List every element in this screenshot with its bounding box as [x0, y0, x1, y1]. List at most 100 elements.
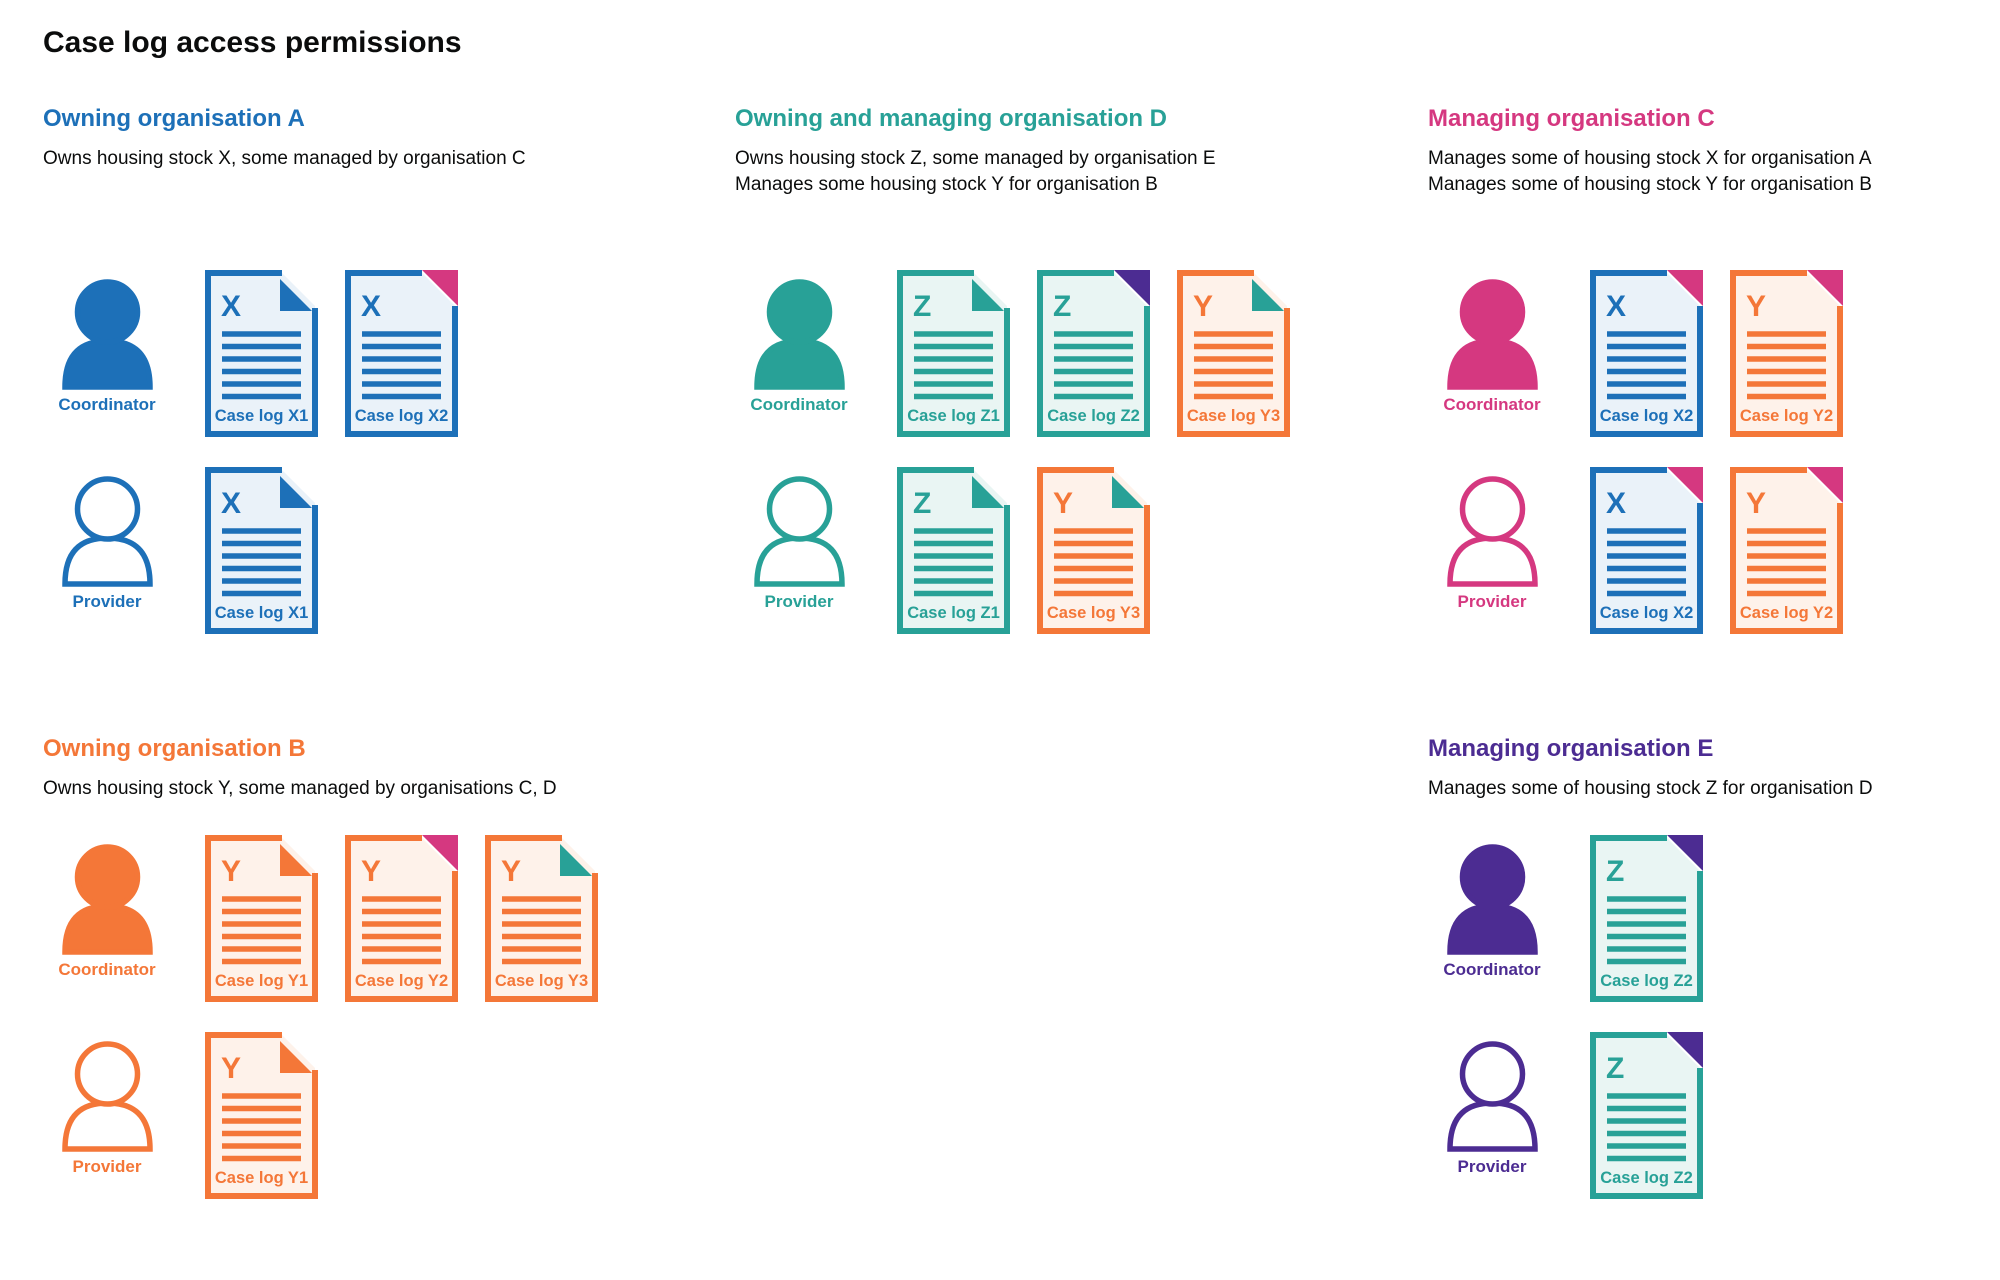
folded-corner-icon [1112, 476, 1144, 508]
case-log-label: Case log Z1 [907, 407, 1000, 425]
role-label: Provider [1457, 592, 1527, 611]
person-head [1459, 279, 1525, 345]
stock-letter: Y [501, 855, 521, 888]
folded-corner-icon [280, 279, 312, 311]
role-label: Coordinator [1443, 960, 1541, 979]
description-line: Manages some of housing stock Z for orga… [1428, 778, 1873, 799]
folded-corner-icon [280, 476, 312, 508]
case-log-documents: Z Case log Z1 Z Case log Z2 Y Case log Y3 [897, 270, 1290, 437]
folded-corner-icon [1667, 835, 1703, 871]
case-log-document: Y Case log Y3 [1177, 270, 1290, 437]
folded-corner-icon [422, 270, 458, 306]
role-label: Coordinator [1443, 395, 1541, 414]
case-log-label: Case log X2 [355, 407, 449, 425]
person-provider: Provider [43, 467, 171, 612]
access-row-coordinator: Coordinator X Case log X2 Y Case log Y2 [1428, 270, 1843, 437]
folded-corner-icon [1114, 270, 1150, 306]
coordinator-person-icon [61, 279, 153, 390]
case-log-label: Case log X2 [1600, 604, 1694, 622]
case-log-document: Y Case log Y2 [345, 835, 458, 1002]
coordinator-person-icon [753, 279, 845, 390]
case-log-document: X Case log X2 [1590, 270, 1703, 437]
provider-person-icon [61, 1041, 153, 1152]
folded-corner-icon [560, 844, 592, 876]
case-log-document: Z Case log Z2 [1590, 835, 1703, 1002]
role-label: Coordinator [58, 960, 156, 979]
case-log-label: Case log Z2 [1600, 1169, 1693, 1187]
stock-letter: X [1606, 290, 1626, 323]
role-label: Coordinator [58, 395, 156, 414]
description-line: Owns housing stock Y, some managed by or… [43, 778, 557, 799]
person-head [74, 844, 140, 910]
role-label: Provider [764, 592, 834, 611]
provider-person-icon [753, 476, 845, 587]
case-log-documents: Y Case log Y1 Y Case log Y2 Y Case log Y3 [205, 835, 598, 1002]
stock-letter: Z [1606, 855, 1624, 888]
provider-person-icon [1446, 1041, 1538, 1152]
case-log-label: Case log Z2 [1600, 972, 1693, 990]
case-log-label: Case log Y2 [1740, 604, 1833, 622]
person-head [1459, 844, 1525, 910]
person-body [753, 535, 845, 587]
provider-person-icon [1446, 476, 1538, 587]
access-row-coordinator: Coordinator Z Case log Z1 Z Case log Z2 Y Case… [735, 270, 1290, 437]
folded-corner-icon [1807, 467, 1843, 503]
stock-letter: Y [1053, 487, 1073, 520]
org-section-B: Owning organisation B Owns housing stock … [43, 735, 708, 1199]
access-row-provider: Provider X Case log X1 [43, 467, 318, 634]
person-coordinator: Coordinator [43, 270, 171, 415]
case-log-document: Y Case log Y1 [205, 1032, 318, 1199]
role-label: Provider [72, 1157, 142, 1176]
document-border [1730, 270, 1843, 437]
case-log-documents: Z Case log Z2 [1590, 1032, 1703, 1199]
case-log-document: X Case log X2 [345, 270, 458, 437]
person-provider: Provider [1428, 467, 1556, 612]
case-log-document: Z Case log Z2 [1037, 270, 1150, 437]
description-line: Owns housing stock Z, some managed by or… [735, 148, 1216, 169]
case-log-documents: X Case log X1 X Case log X2 [205, 270, 458, 437]
case-log-label: Case log X1 [215, 407, 309, 425]
folded-corner-icon [972, 476, 1004, 508]
case-log-label: Case log Y2 [355, 972, 448, 990]
coordinator-person-icon [61, 844, 153, 955]
person-body [61, 1100, 153, 1152]
document-border [345, 270, 458, 437]
access-row-coordinator: Coordinator Z Case log Z2 [1428, 835, 1703, 1002]
case-log-label: Case log X2 [1600, 407, 1694, 425]
person-provider: Provider [735, 467, 863, 612]
case-log-document: X Case log X2 [1590, 467, 1703, 634]
case-log-document: Y Case log Y3 [485, 835, 598, 1002]
case-log-document: Y Case log Y3 [1037, 467, 1150, 634]
document-border [1590, 467, 1703, 634]
folded-corner-icon [422, 835, 458, 871]
person-body [753, 338, 845, 390]
case-log-label: Case log Y3 [495, 972, 588, 990]
stock-letter: Y [1193, 290, 1213, 323]
case-log-label: Case log Z1 [907, 604, 1000, 622]
person-coordinator: Coordinator [1428, 270, 1556, 415]
folded-corner-icon [1667, 467, 1703, 503]
case-log-label: Case log Z2 [1047, 407, 1140, 425]
stock-letter: X [221, 487, 241, 520]
person-head [74, 476, 140, 542]
case-log-label: Case log Y3 [1047, 604, 1140, 622]
stock-letter: Y [1746, 290, 1766, 323]
folded-corner-icon [280, 1041, 312, 1073]
provider-person-icon [61, 476, 153, 587]
stock-letter: Y [221, 855, 241, 888]
case-log-document: Z Case log Z1 [897, 467, 1010, 634]
stock-letter: Z [1053, 290, 1071, 323]
org-section-E: Managing organisation E Manages some of h… [1428, 735, 2000, 1199]
case-log-documents: Y Case log Y1 [205, 1032, 318, 1199]
case-log-label: Case log Y3 [1187, 407, 1280, 425]
document-border [897, 270, 1010, 437]
person-body [61, 535, 153, 587]
case-log-document: Y Case log Y1 [205, 835, 318, 1002]
person-provider: Provider [43, 1032, 171, 1177]
stock-letter: Z [1606, 1052, 1624, 1085]
case-log-label: Case log X1 [215, 604, 309, 622]
person-head [1459, 1041, 1525, 1107]
folded-corner-icon [280, 844, 312, 876]
case-log-label: Case log Y2 [1740, 407, 1833, 425]
